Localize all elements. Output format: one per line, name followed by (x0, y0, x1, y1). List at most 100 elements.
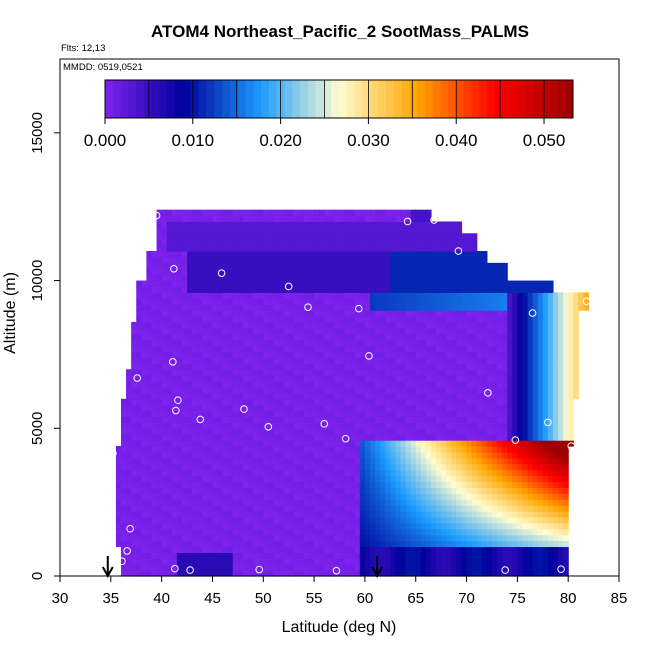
heat-cell (385, 304, 391, 311)
heat-cell (405, 280, 412, 288)
heat-cell (471, 457, 478, 465)
heat-cell (466, 310, 473, 317)
heat-cell (507, 375, 513, 382)
heat-cell (410, 339, 417, 347)
heat-cell (268, 410, 275, 418)
heat-cell (547, 487, 554, 494)
heat-cell (344, 540, 351, 548)
heat-cell (288, 316, 295, 323)
heat-cell (212, 410, 219, 418)
heat-cell (390, 481, 396, 488)
heat-cell (552, 463, 559, 471)
heat-cell (207, 564, 214, 571)
heat-cell (563, 386, 569, 394)
heat-cell (547, 511, 554, 518)
heat-cell (136, 345, 142, 353)
heat-cell (283, 339, 290, 347)
heat-cell (192, 475, 198, 483)
heat-cell (425, 245, 432, 252)
heat-cell (502, 416, 508, 423)
heat-cell (405, 457, 412, 465)
heat-cell (364, 310, 371, 317)
heat-cell (288, 528, 295, 536)
heat-cell (380, 274, 386, 282)
heat-cell (476, 280, 483, 288)
heat-cell (217, 558, 224, 565)
heat-cell (415, 251, 422, 258)
heat-cell (400, 233, 407, 240)
heat-cell (212, 428, 219, 435)
heat-cell (293, 369, 300, 376)
heat-cell (278, 499, 285, 506)
heat-cell (436, 511, 442, 518)
heat-cell (258, 552, 264, 559)
heat-cell (126, 422, 132, 429)
heat-cell (405, 570, 412, 577)
heat-cell (131, 333, 137, 341)
heat-cell (466, 386, 473, 394)
heat-cell (441, 381, 447, 388)
heat-cell (258, 457, 264, 465)
heat-cell (461, 375, 468, 382)
heat-cell (349, 570, 356, 577)
heat-cell (491, 493, 498, 500)
heat-cell (324, 227, 330, 234)
heat-cell (181, 381, 188, 388)
heat-cell (319, 333, 325, 341)
heat-cell (334, 363, 341, 370)
heat-cell (441, 505, 447, 512)
heat-cell (166, 522, 173, 530)
heat-cell (253, 481, 259, 488)
heat-cell (324, 546, 330, 553)
heat-cell (446, 416, 452, 423)
heat-cell (369, 552, 376, 559)
heat-cell (212, 558, 219, 565)
heat-cell (380, 363, 386, 370)
heat-cell (161, 369, 168, 376)
heat-cell (466, 239, 473, 246)
heat-cell (344, 404, 351, 412)
heat-cell (253, 262, 259, 270)
heat-cell (522, 410, 529, 418)
heat-cell (522, 493, 529, 500)
heat-cell (558, 469, 564, 477)
heat-cell (502, 304, 508, 311)
heat-cell (532, 339, 539, 347)
heat-cell (547, 499, 554, 506)
heat-cell (390, 256, 396, 264)
heat-cell (309, 351, 315, 358)
heat-cell (481, 505, 488, 512)
heat-cell (476, 339, 483, 347)
heat-cell (390, 398, 396, 406)
heat-cell (476, 256, 483, 264)
heat-cell (476, 499, 483, 506)
heat-cell (476, 398, 483, 406)
heat-cell (329, 274, 336, 282)
heat-cell (253, 540, 259, 548)
heat-cell (319, 233, 325, 240)
heat-cell (563, 416, 569, 423)
heat-cell (385, 516, 391, 524)
heat-cell (563, 463, 569, 471)
heat-cell (319, 398, 325, 406)
heat-cell (410, 499, 417, 506)
heat-cell (334, 351, 341, 358)
heat-cell (481, 422, 488, 429)
heat-cell (268, 327, 275, 335)
heat-cell (232, 286, 239, 293)
heat-cell (547, 321, 554, 329)
heat-cell (324, 469, 330, 477)
heat-cell (390, 404, 396, 412)
heat-cell (283, 304, 290, 311)
heat-cell (471, 416, 478, 423)
heat-cell (161, 528, 168, 536)
heat-cell (573, 357, 579, 364)
heat-cell (481, 493, 488, 500)
heat-cell (161, 256, 168, 264)
heat-cell (324, 392, 330, 400)
heat-cell (354, 381, 361, 388)
heat-cell (446, 304, 452, 311)
heat-cell (461, 404, 468, 412)
heat-cell (537, 528, 544, 536)
heat-cell (359, 233, 366, 240)
